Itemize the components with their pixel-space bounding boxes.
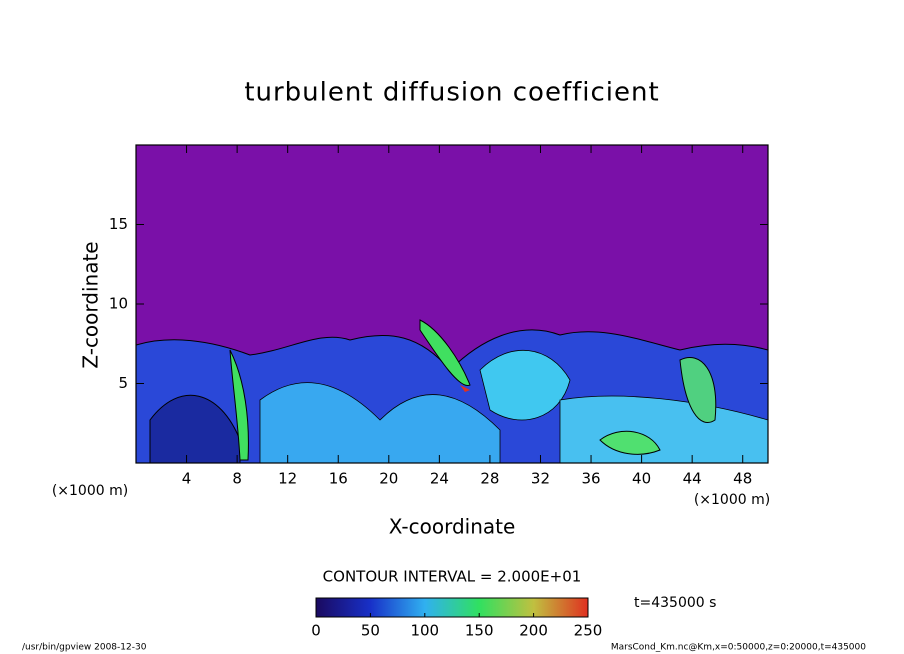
x-tick-label: 4 bbox=[182, 470, 192, 488]
time-label: t=435000 s bbox=[634, 595, 716, 611]
colorbar-tick-label: 200 bbox=[519, 622, 548, 640]
x-tick-label: 40 bbox=[632, 470, 651, 488]
y-tick-label: 5 bbox=[118, 374, 128, 392]
y-tick-label: 15 bbox=[109, 215, 128, 233]
x-tick-label: 24 bbox=[430, 470, 449, 488]
x-tick-label: 32 bbox=[531, 470, 550, 488]
x-tick-label: 36 bbox=[581, 470, 600, 488]
footer-right: MarsCond_Km.nc@Km,x=0:50000,z=0:20000,t=… bbox=[611, 643, 866, 653]
colorbar-tick-label: 150 bbox=[465, 622, 494, 640]
colorbar bbox=[315, 597, 589, 618]
colorbar-tick-label: 250 bbox=[574, 622, 603, 640]
y-axis-label: Z-coordinate bbox=[79, 241, 103, 368]
x-tick-label: 48 bbox=[733, 470, 752, 488]
x-tick-label: 12 bbox=[278, 470, 297, 488]
footer-left: /usr/bin/gpview 2008-12-30 bbox=[22, 643, 147, 653]
x-tick-label: 28 bbox=[480, 470, 499, 488]
y-unit-label: (×1000 m) bbox=[52, 483, 128, 499]
colorbar-tick-label: 100 bbox=[410, 622, 439, 640]
y-tick-label: 10 bbox=[109, 295, 128, 313]
x-unit-label: (×1000 m) bbox=[694, 492, 770, 508]
x-axis-label: X-coordinate bbox=[389, 515, 516, 539]
x-tick-label: 44 bbox=[683, 470, 702, 488]
x-tick-label: 16 bbox=[329, 470, 348, 488]
field bbox=[136, 145, 768, 463]
contour-interval: CONTOUR INTERVAL = 2.000E+01 bbox=[323, 568, 582, 586]
colorbar-tick-label: 0 bbox=[311, 622, 321, 640]
colorbar-tick-label: 50 bbox=[361, 622, 380, 640]
chart-title: turbulent diffusion coefficient bbox=[244, 78, 659, 108]
x-tick-label: 8 bbox=[232, 470, 242, 488]
x-tick-label: 20 bbox=[379, 470, 398, 488]
